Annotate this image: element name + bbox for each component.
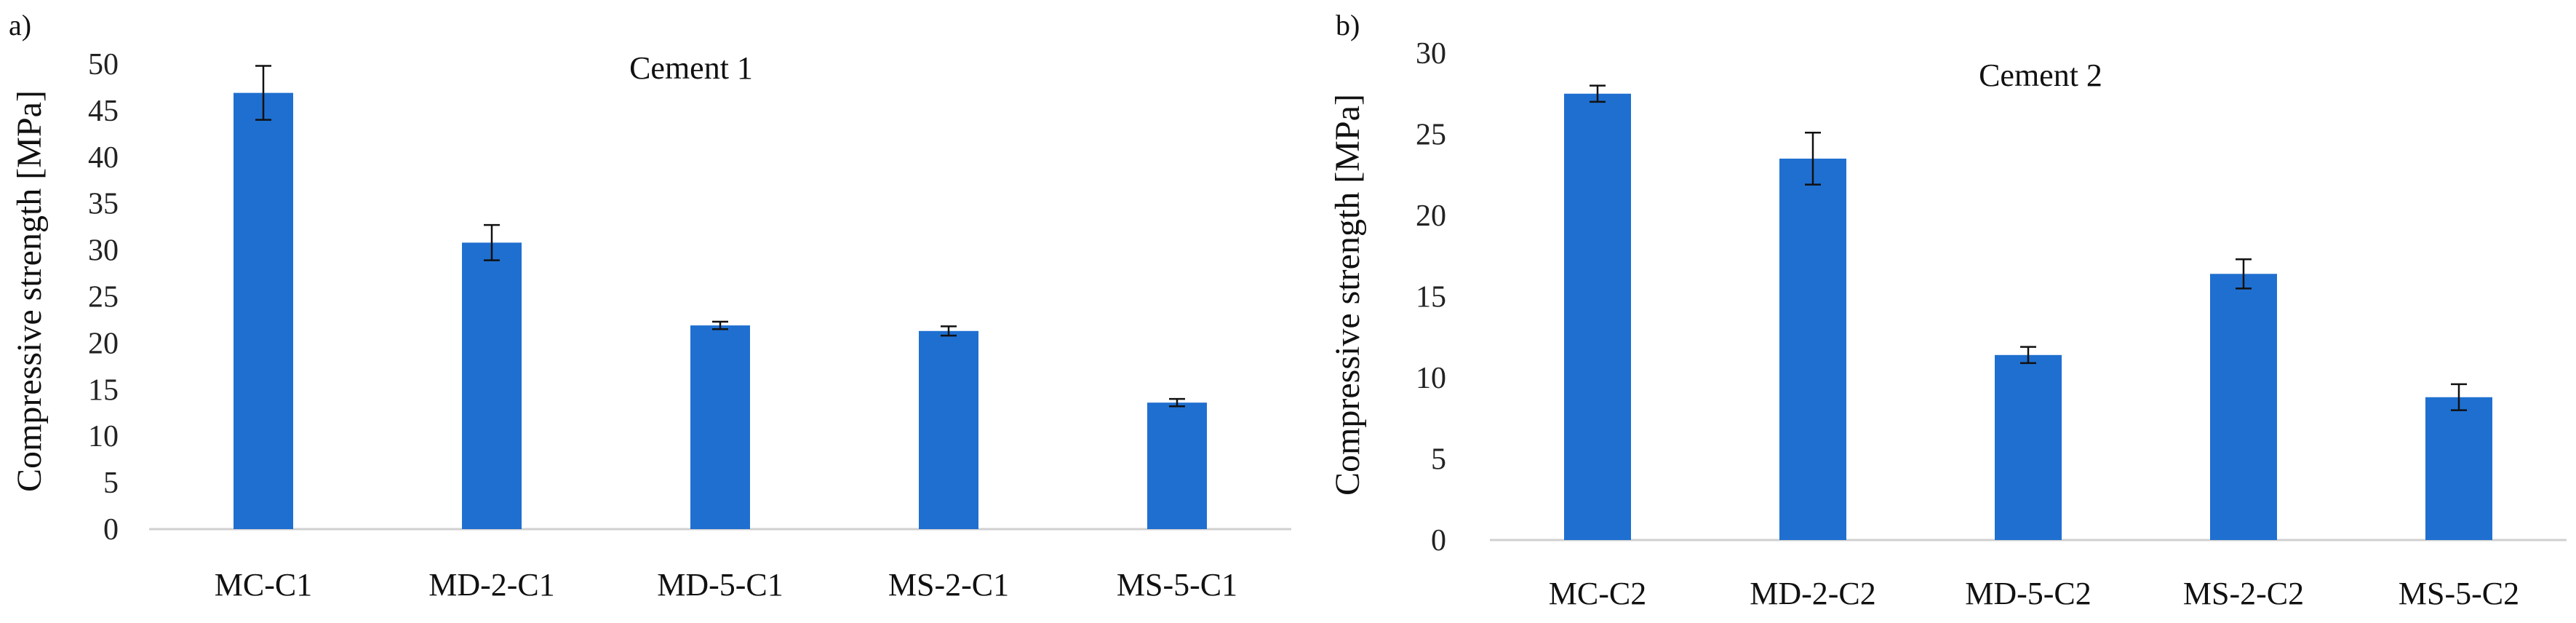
bar-md-5-c2 <box>1995 354 2062 540</box>
bars-b <box>1564 93 2492 540</box>
error-bar-mc-c1 <box>255 65 271 121</box>
x-tick-label: MS-5-C2 <box>2398 576 2519 611</box>
error-bars-a <box>255 65 1185 408</box>
x-tick-label: MS-2-C1 <box>888 567 1009 603</box>
error-bar-ms-5-c1 <box>1169 397 1185 408</box>
chart-title-b: Cement 2 <box>1979 57 2102 93</box>
error-bar-md-5-c2 <box>2020 346 2036 365</box>
y-tick-label: 10 <box>88 420 119 453</box>
y-tick-label: 5 <box>1431 443 1446 477</box>
category-labels-a: MC-C1 MD-2-C1 MD-5-C1 MS-2-C1 MS-5-C1 <box>215 567 1237 603</box>
category-labels-b: MC-C2 MD-2-C2 MD-5-C2 MS-2-C2 MS-5-C2 <box>1549 576 2519 611</box>
error-bar-md-5-c1 <box>712 320 728 330</box>
error-bar-md-2-c1 <box>484 223 500 261</box>
bars-a <box>234 92 1207 530</box>
y-tick-label: 20 <box>88 327 119 360</box>
bar-ms-5-c1 <box>1147 402 1207 529</box>
x-tick-label: MS-5-C1 <box>1117 567 1237 603</box>
x-tick-label: MD-2-C1 <box>428 567 555 603</box>
y-tick-labels-a: 0 5 10 15 20 25 30 35 40 45 50 <box>88 48 119 547</box>
y-tick-label: 20 <box>1416 199 1446 233</box>
y-tick-label: 5 <box>103 467 119 500</box>
x-tick-label: MD-5-C2 <box>1965 576 2091 611</box>
y-tick-label: 25 <box>1416 119 1446 152</box>
bar-ms-5-c2 <box>2425 397 2492 540</box>
y-tick-label: 35 <box>88 188 119 221</box>
bar-md-2-c1 <box>462 242 522 529</box>
x-tick-label: MC-C1 <box>215 567 312 603</box>
y-tick-label: 15 <box>88 373 119 407</box>
y-tick-label: 15 <box>1416 281 1446 314</box>
y-tick-label: 30 <box>88 234 119 268</box>
chart-title-a: Cement 1 <box>629 50 753 86</box>
error-bars-b <box>1590 84 2467 411</box>
error-bar-ms-2-c2 <box>2236 258 2252 290</box>
y-tick-labels-b: 0 5 10 15 20 25 30 <box>1416 37 1446 557</box>
y-tick-label: 0 <box>103 513 119 547</box>
error-bar-md-2-c2 <box>1805 132 1821 186</box>
y-tick-label: 10 <box>1416 362 1446 395</box>
y-tick-label: 25 <box>88 281 119 314</box>
x-tick-label: MS-2-C2 <box>2183 576 2304 611</box>
x-tick-label: MC-C2 <box>1549 576 1646 611</box>
y-tick-label: 40 <box>88 141 119 175</box>
bar-mc-c2 <box>1564 93 1631 540</box>
y-tick-label: 0 <box>1431 524 1446 557</box>
bar-ms-2-c2 <box>2210 274 2277 540</box>
chart-panel-a: a) Cement 1 Compressive strength [MPa] 0… <box>9 9 1291 603</box>
y-tick-label: 45 <box>88 95 119 128</box>
bar-mc-c1 <box>234 92 293 530</box>
panel-label-b: b) <box>1336 9 1360 41</box>
x-tick-label: MD-5-C1 <box>657 567 783 603</box>
y-tick-label: 30 <box>1416 37 1446 71</box>
y-axis-label-b: Compressive strength [MPa] <box>1328 94 1367 496</box>
error-bar-ms-5-c2 <box>2451 383 2467 411</box>
y-tick-label: 50 <box>88 48 119 82</box>
y-axis-label-a: Compressive strength [MPa] <box>10 90 49 492</box>
error-bar-mc-c2 <box>1590 84 1606 103</box>
error-bar-ms-2-c1 <box>941 325 957 337</box>
bar-md-5-c1 <box>690 325 750 529</box>
chart-panel-b: b) Cement 2 Compressive strength [MPa] 0… <box>1328 9 2567 611</box>
x-tick-label: MD-2-C2 <box>1750 576 1876 611</box>
bar-ms-2-c1 <box>919 330 978 529</box>
panel-label-a: a) <box>9 9 31 41</box>
bar-md-2-c2 <box>1779 158 1846 540</box>
